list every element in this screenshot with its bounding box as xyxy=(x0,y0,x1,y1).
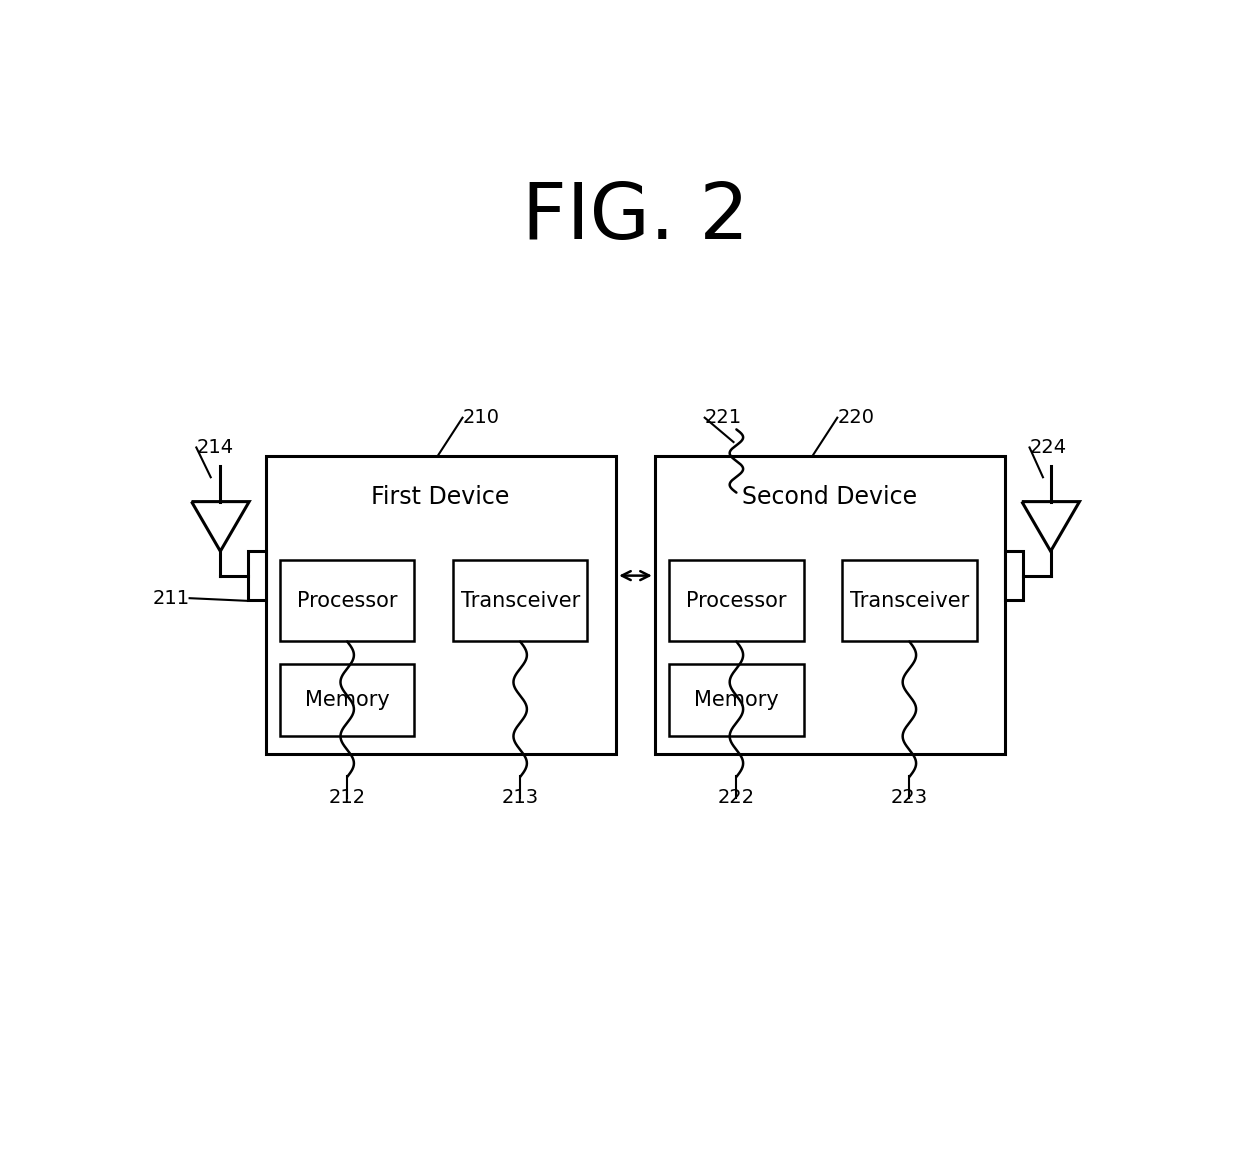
Bar xyxy=(453,560,588,641)
Text: First Device: First Device xyxy=(371,485,510,509)
Text: 212: 212 xyxy=(329,788,366,808)
Text: Processor: Processor xyxy=(296,591,398,611)
Text: Transceiver: Transceiver xyxy=(849,591,968,611)
Text: 220: 220 xyxy=(837,408,874,427)
Bar xyxy=(1006,551,1023,600)
Text: 222: 222 xyxy=(718,788,755,808)
Text: 214: 214 xyxy=(196,438,233,457)
Bar xyxy=(280,665,414,736)
Bar xyxy=(670,560,804,641)
Text: FIG. 2: FIG. 2 xyxy=(522,179,749,255)
Bar xyxy=(248,551,265,600)
Text: Processor: Processor xyxy=(686,591,786,611)
Text: 211: 211 xyxy=(153,588,190,607)
Text: 213: 213 xyxy=(502,788,538,808)
Text: 210: 210 xyxy=(463,408,500,427)
Bar xyxy=(842,560,977,641)
Text: Transceiver: Transceiver xyxy=(460,591,580,611)
Text: Second Device: Second Device xyxy=(742,485,918,509)
Text: 224: 224 xyxy=(1029,438,1066,457)
Bar xyxy=(655,457,1006,755)
Bar xyxy=(265,457,616,755)
Text: Memory: Memory xyxy=(305,690,389,710)
Bar xyxy=(280,560,414,641)
Bar xyxy=(670,665,804,736)
Text: Memory: Memory xyxy=(694,690,779,710)
Text: 221: 221 xyxy=(704,408,742,427)
Text: 223: 223 xyxy=(890,788,928,808)
